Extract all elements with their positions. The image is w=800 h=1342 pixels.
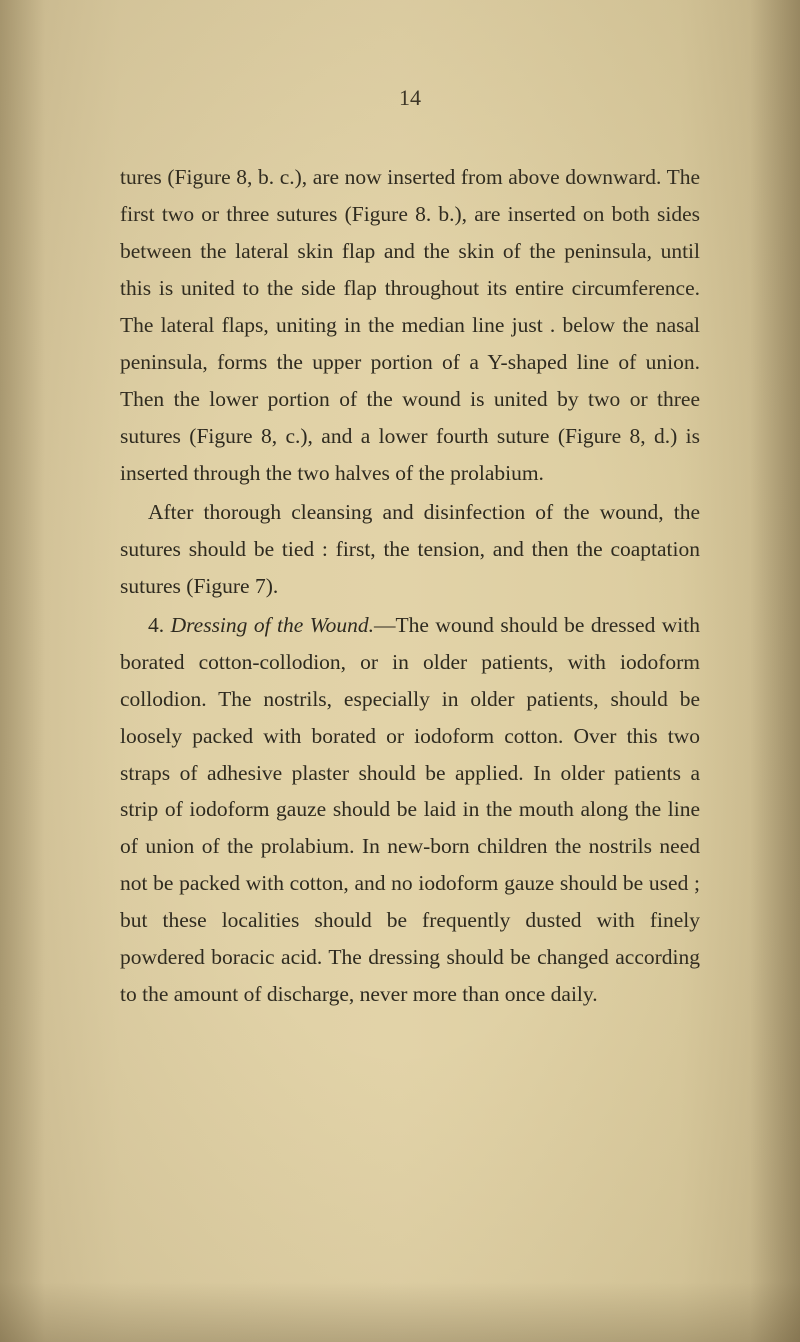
paragraph-2: After thorough cleansing and disinfectio… (120, 494, 700, 605)
body-text: tures (Figure 8, b. c.), are now inserte… (120, 159, 700, 1013)
page-number: 14 (120, 85, 700, 111)
paragraph-1: tures (Figure 8, b. c.), are now inserte… (120, 159, 700, 492)
page-container: 14 tures (Figure 8, b. c.), are now inse… (0, 0, 800, 1075)
paragraph-3-italic-heading: Dressing of the Wound. (171, 613, 374, 637)
paragraph-3: 4. Dressing of the Wound.—The wound shou… (120, 607, 700, 1014)
paragraph-3-rest: —The wound should be dressed with borate… (120, 613, 700, 1007)
page-edge-bottom (0, 1282, 800, 1342)
paragraph-3-prefix: 4. (148, 613, 171, 637)
